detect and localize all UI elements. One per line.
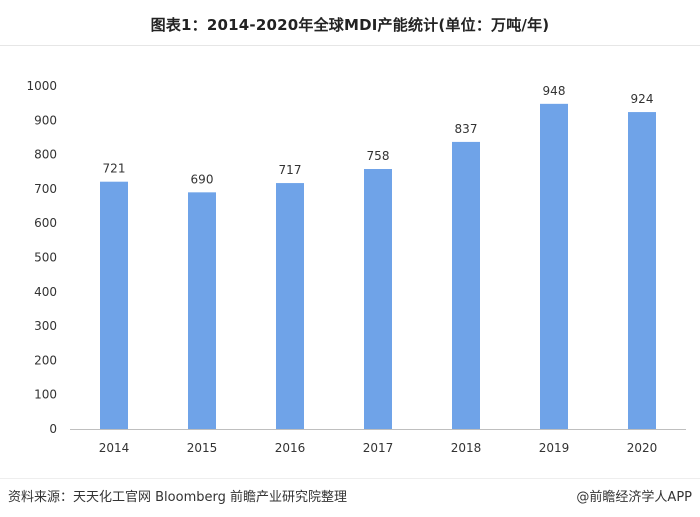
bar-value-label: 924 [631, 92, 654, 106]
x-tick-label: 2016 [275, 441, 306, 455]
bar [188, 192, 216, 429]
y-tick-label: 300 [34, 319, 57, 333]
source-note: 资料来源：天天化工官网 Bloomberg 前瞻产业研究院整理 [8, 490, 347, 505]
title-divider [0, 45, 700, 46]
bar-value-label: 948 [543, 84, 566, 98]
credit-note: @前瞻经济学人APP [576, 490, 692, 505]
x-tick-label: 2019 [539, 441, 570, 455]
footer-divider [0, 478, 700, 479]
bar [628, 112, 656, 430]
x-tick-label: 2017 [363, 441, 394, 455]
x-tick-label: 2014 [99, 441, 130, 455]
y-tick-label: 500 [34, 251, 57, 265]
bar [100, 181, 128, 429]
y-tick-label: 900 [34, 113, 57, 127]
y-tick-label: 400 [34, 285, 57, 299]
bar-value-label: 690 [191, 172, 214, 186]
y-tick-label: 600 [34, 216, 57, 230]
y-tick-label: 1000 [26, 79, 57, 93]
bar [452, 141, 480, 429]
y-axis: 0 100 200 300 400 500 600 700 800 900 1000 [26, 79, 57, 436]
bars [100, 103, 656, 430]
y-tick-label: 800 [34, 148, 57, 162]
bar-value-label: 717 [279, 163, 302, 177]
x-tick-label: 2018 [451, 441, 482, 455]
bar-value-labels: 721 690 717 758 837 948 924 [103, 84, 654, 186]
y-tick-label: 100 [34, 388, 57, 402]
bar-value-label: 721 [103, 162, 126, 176]
x-axis: 2014 2015 2016 2017 2018 2019 2020 [70, 429, 686, 455]
bar-value-label: 837 [455, 122, 478, 136]
bar [364, 169, 392, 430]
chart-title: 图表1：2014-2020年全球MDI产能统计(单位：万吨/年) [150, 16, 550, 34]
x-tick-label: 2020 [627, 441, 658, 455]
x-tick-label: 2015 [187, 441, 218, 455]
bar [540, 103, 568, 429]
y-tick-label: 700 [34, 182, 57, 196]
y-tick-label: 200 [34, 353, 57, 367]
y-tick-label: 0 [49, 422, 57, 436]
bar-value-label: 758 [367, 149, 390, 163]
bar [276, 183, 304, 429]
